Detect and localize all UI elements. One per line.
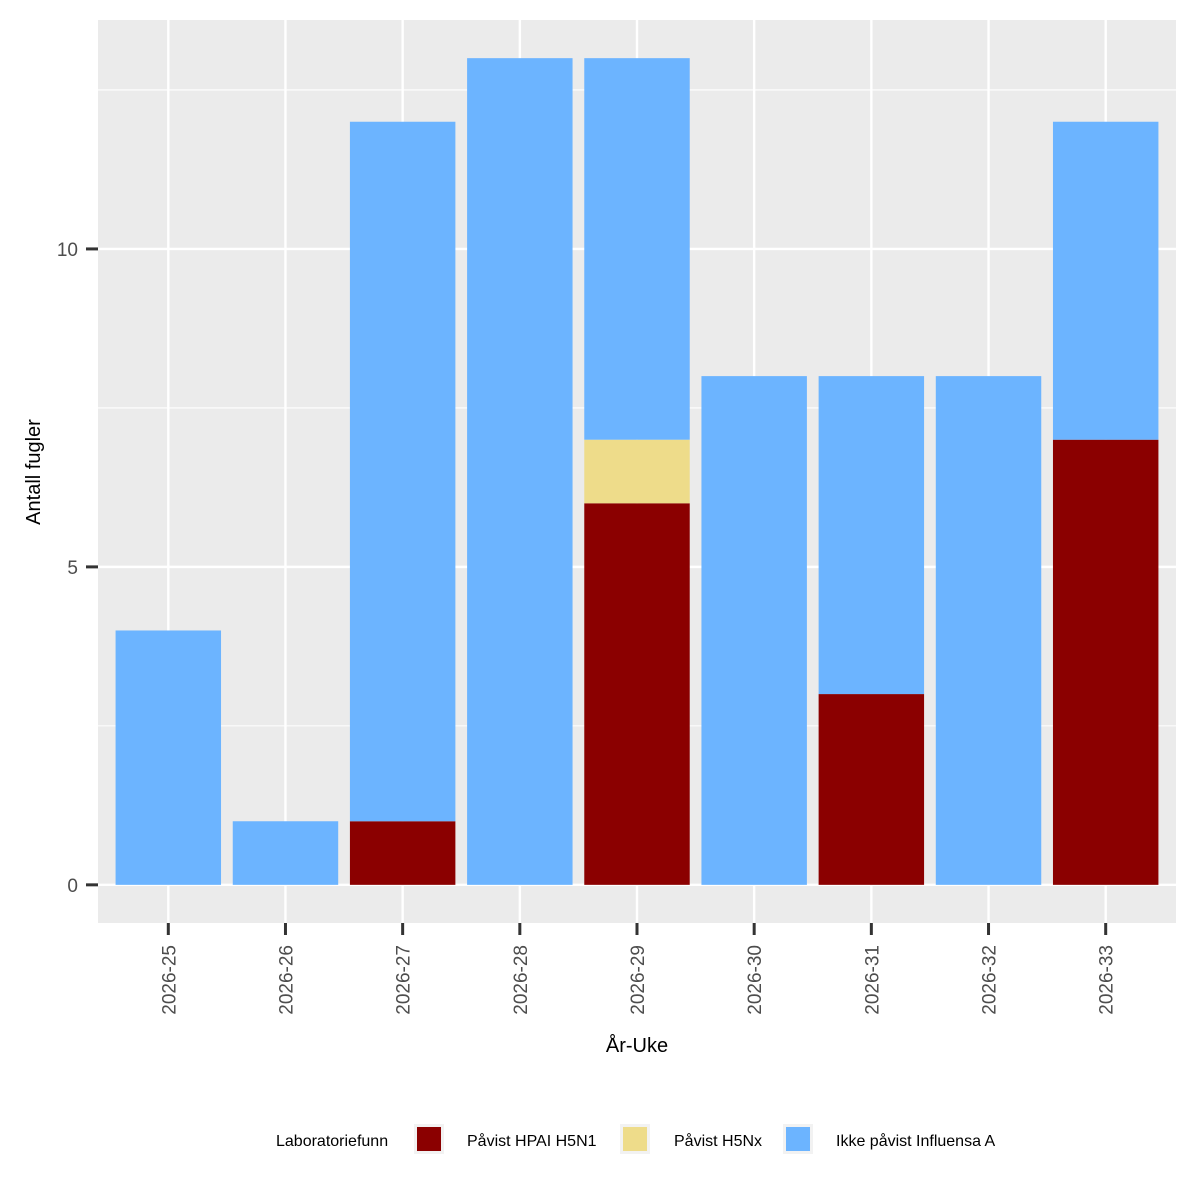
y-tick-label: 5 (67, 558, 78, 579)
y-tick-label: 10 (57, 240, 78, 261)
bar-segment (818, 694, 925, 885)
bar-segment (584, 58, 690, 440)
y-tick-label: 0 (67, 876, 78, 897)
y-axis-title: Antall fugler (23, 419, 45, 525)
bar-segment (467, 58, 573, 885)
bar-segment (1052, 121, 1159, 440)
x-tick-label: 2026-33 (1097, 945, 1118, 1015)
x-tick-label: 2026-31 (862, 945, 883, 1015)
x-tick-label: 2026-29 (628, 945, 649, 1015)
bar-segment (818, 376, 925, 695)
axes: 0 5 10 2026-25 2026-26 2026-27 2026-28 2026-29 2… (57, 240, 1118, 1015)
legend-swatch (786, 1127, 810, 1151)
bar-segment (349, 121, 456, 822)
bar-segment (1052, 439, 1159, 885)
x-tick-label: 2026-28 (511, 945, 532, 1015)
legend: Laboratoriefunn Påvist HPAI H5N1 Påvist H… (276, 1124, 996, 1154)
bar-segment (701, 376, 807, 885)
legend-label: Påvist H5Nx (674, 1132, 762, 1150)
legend-label: Påvist HPAI H5N1 (467, 1132, 597, 1150)
bar-segment (584, 439, 690, 504)
legend-swatch (623, 1127, 647, 1151)
bar-segment (935, 376, 1042, 885)
x-tick-label: 2026-30 (745, 945, 766, 1015)
bar-segment (115, 630, 222, 885)
bar-segment (232, 821, 339, 885)
x-tick-label: 2026-32 (980, 945, 1001, 1015)
bar-segment (349, 821, 456, 885)
x-tick-label: 2026-26 (276, 945, 297, 1015)
legend-label: Ikke påvist Influensa A (836, 1132, 996, 1150)
legend-title: Laboratoriefunn (276, 1133, 388, 1150)
bar-segment (584, 503, 690, 885)
x-tick-label: 2026-25 (159, 945, 180, 1015)
x-tick-label: 2026-27 (394, 945, 415, 1015)
bars (115, 58, 1159, 885)
legend-swatch (417, 1127, 441, 1151)
x-axis-title: År-Uke (606, 1034, 668, 1057)
